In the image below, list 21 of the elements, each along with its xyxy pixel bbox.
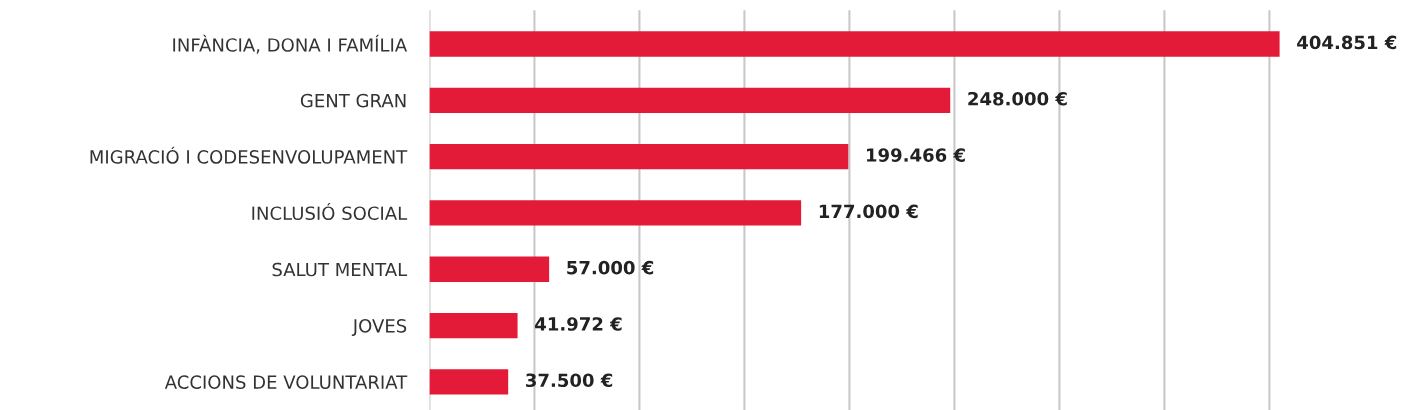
- y-tick-label: ACCIONS DE VOLUNTARIAT: [164, 375, 408, 389]
- y-tick-label: JOVES: [351, 319, 407, 337]
- bar: [429, 87, 951, 113]
- bar: [429, 143, 849, 170]
- data-label: 177.000 €: [819, 204, 918, 219]
- bar: [429, 31, 1280, 57]
- data-label: 199.466 €: [867, 148, 965, 162]
- y-tick-label: SALUT MENTAL: [272, 262, 408, 277]
- bar: [429, 256, 550, 282]
- bar: [429, 200, 802, 226]
- y-tick-label: GENT GRAN: [300, 93, 406, 108]
- data-label: 404.851 €: [1297, 35, 1397, 50]
- data-label: 57.000 €: [567, 260, 654, 275]
- data-label: 41.972 €: [535, 317, 622, 331]
- bar: [429, 312, 518, 339]
- y-tick-label: MIGRACIÓ I CODESENVOLUPAMENT: [90, 146, 408, 164]
- bar: [429, 369, 509, 395]
- y-tick-label: INFÀNCIA, DONA I FAMÍLIA: [173, 34, 408, 54]
- data-label: 248.000 €: [968, 91, 1067, 106]
- y-tick-label: INCLUSIÓ SOCIAL: [252, 203, 408, 221]
- data-label: 37.500 €: [526, 373, 613, 388]
